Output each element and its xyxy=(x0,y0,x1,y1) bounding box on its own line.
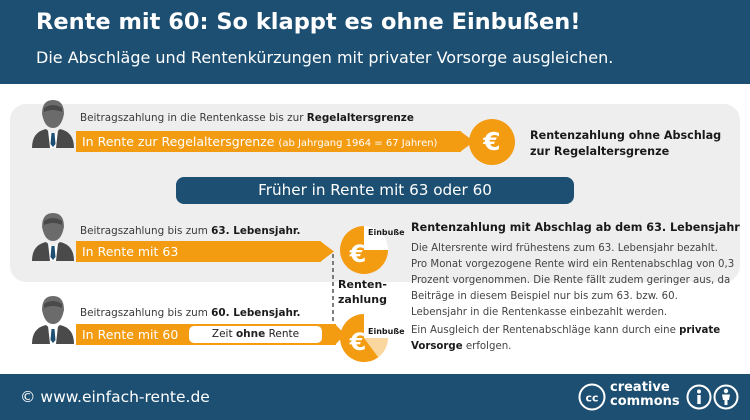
attribution-person-icon xyxy=(713,384,739,410)
zeit-suffix: Rente xyxy=(265,328,300,340)
section-banner: Früher in Rente mit 63 oder 60 xyxy=(176,177,574,204)
payment-63-prefix: Beitragszahlung bis zum xyxy=(80,225,212,237)
payment-63-bold: 63. Lebensjahr. xyxy=(211,225,301,237)
person-icon xyxy=(32,213,74,261)
euro-coin-reduced-icon: € Einbuße xyxy=(340,226,405,274)
cc-logo-icon: cc xyxy=(578,383,606,411)
cc-text: creative commons xyxy=(610,381,680,409)
bar-63-label: In Rente mit 63 xyxy=(82,244,179,259)
coin-symbol: € xyxy=(349,240,367,268)
page-subtitle: Die Abschläge und Rentenkürzungen mit pr… xyxy=(36,48,614,67)
info-paragraph: Die Altersrente wird frühestens zum 63. … xyxy=(411,243,735,318)
arrow-head-regular xyxy=(460,131,474,152)
arrow-head-60 xyxy=(335,324,345,345)
zeit-ohne-rente-box: Zeit ohne Rente xyxy=(189,326,322,343)
cc-line1: creative xyxy=(610,380,670,395)
payment-60-prefix: Beitragszahlung bis zum xyxy=(80,307,212,319)
bar-60-label: In Rente mit 60 xyxy=(82,327,179,342)
einbusse-tag: Einbuße xyxy=(368,327,405,336)
coin-symbol: € xyxy=(482,127,500,156)
payment-text-prefix: Beitragszahlung in die Rentenkasse bis z… xyxy=(80,112,307,124)
bar-63: In Rente mit 63 xyxy=(76,241,321,262)
arrow-head-63 xyxy=(320,241,334,262)
info-ausgleich: Ein Ausgleich der Rentenabschläge kann d… xyxy=(411,323,737,355)
person-icon xyxy=(32,296,74,344)
payment-text-60: Beitragszahlung bis zum 60. Lebensjahr. xyxy=(80,307,301,319)
header: Rente mit 60: So klappt es ohne Einbußen… xyxy=(0,0,750,84)
bar-regular-label: In Rente zur Regelaltersgrenze xyxy=(82,134,275,149)
euro-coin-more-reduced-icon: € Einbuße xyxy=(340,314,405,362)
payment-text-63: Beitragszahlung bis zum 63. Lebensjahr. xyxy=(80,225,301,237)
euro-coin-icon: € xyxy=(469,119,515,165)
connector-label: Renten- zahlung xyxy=(338,278,387,306)
bar-regular: In Rente zur Regelaltersgrenze (ab Jahrg… xyxy=(76,131,461,152)
payment-60-bold: 60. Lebensjahr. xyxy=(211,307,301,319)
payment-text-regular: Beitragszahlung in die Rentenkasse bis z… xyxy=(80,112,414,124)
website-link[interactable]: © www.einfach-rente.de xyxy=(20,388,210,406)
creative-commons-badge[interactable]: cc creative commons xyxy=(578,380,740,414)
person-icon xyxy=(32,100,74,148)
result-regular: Rentenzahlung ohne Abschlag zur Regelalt… xyxy=(530,129,722,158)
einbusse-tag: Einbuße xyxy=(368,228,405,237)
info-heading: Rentenzahlung mit Abschlag ab dem 63. Le… xyxy=(411,221,740,234)
zeit-prefix: Zeit xyxy=(211,328,236,340)
footer: © www.einfach-rente.de cc creative commo… xyxy=(0,374,750,420)
ausgleich-suffix: erfolgen. xyxy=(462,341,512,352)
page-title: Rente mit 60: So klappt es ohne Einbußen… xyxy=(36,9,581,35)
cc-symbol: cc xyxy=(585,392,598,405)
payment-text-bold: Regelaltersgrenze xyxy=(306,112,414,124)
bar-regular-paren: (ab Jahrgang 1964 = 67 Jahren) xyxy=(278,138,438,149)
connector-line xyxy=(332,254,334,328)
info-circle-icon xyxy=(686,384,712,410)
ausgleich-prefix: Ein Ausgleich der Rentenabschläge kann d… xyxy=(411,325,680,336)
ausgleich-bold: private Vorsorge xyxy=(411,325,721,352)
zeit-bold: ohne xyxy=(235,328,266,340)
cc-line2: commons xyxy=(610,394,680,409)
coin-symbol: € xyxy=(349,328,367,356)
